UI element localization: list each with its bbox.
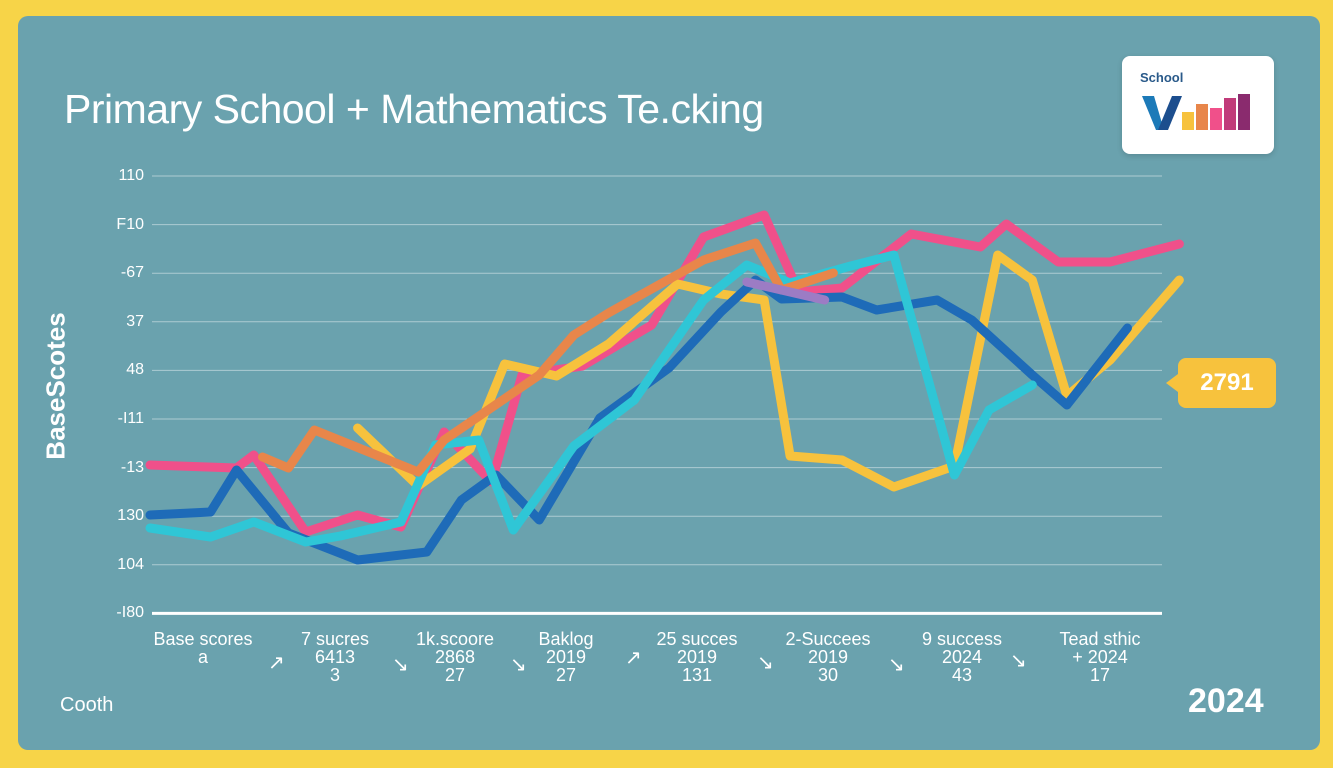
x-category-text: Tead sthic <box>1059 629 1141 649</box>
x-category-text: 1k.scoore <box>415 629 495 649</box>
x-category-label: Base scores a <box>128 630 278 666</box>
x-category-text: + 2024 <box>1072 647 1128 667</box>
chart-title: Primary School + Mathematics Te.cking <box>64 86 764 132</box>
arrow-icon: ↗ <box>268 652 285 674</box>
series-line-6 <box>742 277 830 305</box>
arrow-icon: ↘ <box>510 654 527 676</box>
x-category-text: 9 success <box>921 629 1003 649</box>
y-tick-label: -67 <box>120 264 144 282</box>
x-category-text: 7 sucres <box>300 629 370 649</box>
y-tick-label: 48 <box>126 361 144 379</box>
x-category-text: Base scores <box>153 629 253 649</box>
x-category-text: Baklog <box>538 629 594 649</box>
x-category-text: 2024 <box>941 647 983 667</box>
y-tick-label: -13 <box>120 458 144 476</box>
arrow-icon: ↘ <box>888 654 905 676</box>
arrow-icon: ↘ <box>392 654 409 676</box>
value-callout: 2791 <box>1166 358 1276 408</box>
x-category-text: 6413 <box>314 647 356 667</box>
x-category-text: 30 <box>817 665 839 685</box>
y-tick-label: F10 <box>116 215 144 233</box>
y-tick-label: 110 <box>118 167 144 184</box>
x-category-text: a <box>197 647 208 667</box>
arrow-icon: ↘ <box>757 652 774 674</box>
series-line-4 <box>145 250 1037 547</box>
x-category-text: 3 <box>329 665 340 685</box>
bar-logo-icon <box>1142 94 1250 130</box>
x-category-text: 27 <box>444 665 466 685</box>
series-line-1 <box>145 210 1184 537</box>
school-logo: School <box>1122 56 1274 154</box>
x-category-label: 1k.scoore 2868 27 <box>380 630 530 684</box>
x-category-text: 25 succes <box>656 629 738 649</box>
x-category-text: 2019 <box>545 647 587 667</box>
x-category-label: Baklog 2019 27 <box>491 630 641 684</box>
x-category-text: 2868 <box>434 647 476 667</box>
series-line-5 <box>257 238 838 477</box>
x-category-text: 2019 <box>676 647 718 667</box>
y-tick-label: -I80 <box>116 604 144 622</box>
x-category-text: 43 <box>951 665 973 685</box>
x-category-text: 17 <box>1089 665 1111 685</box>
x-category-text: 131 <box>681 665 713 685</box>
y-tick-label: 37 <box>126 312 144 330</box>
logo-word: School <box>1140 70 1184 85</box>
footer-year: 2024 <box>1188 682 1264 720</box>
arrow-icon: ↗ <box>625 647 642 669</box>
x-category-label: 9 success 2024 43 <box>887 630 1037 684</box>
x-category-text: 2019 <box>807 647 849 667</box>
y-tick-label: 104 <box>117 555 144 573</box>
y-tick-label: -I11 <box>117 410 144 427</box>
chart-card: Primary School + Mathematics Te.cking Sc… <box>18 16 1320 750</box>
x-category-label: 7 sucres 6413 3 <box>260 630 410 684</box>
series-line-2 <box>353 250 1184 492</box>
arrow-icon: ↘ <box>1010 650 1027 672</box>
x-category-label: Tead sthic + 2024 17 <box>1025 630 1175 684</box>
x-category-text: 27 <box>555 665 577 685</box>
footer-left-label: Cooth <box>60 694 114 716</box>
y-tick-label: 130 <box>117 507 144 525</box>
x-category-label: 25 succes 2019 131 <box>622 630 772 684</box>
x-category-label: 2-Succees 2019 30 <box>753 630 903 684</box>
x-category-text: 2-Succees <box>785 629 871 649</box>
